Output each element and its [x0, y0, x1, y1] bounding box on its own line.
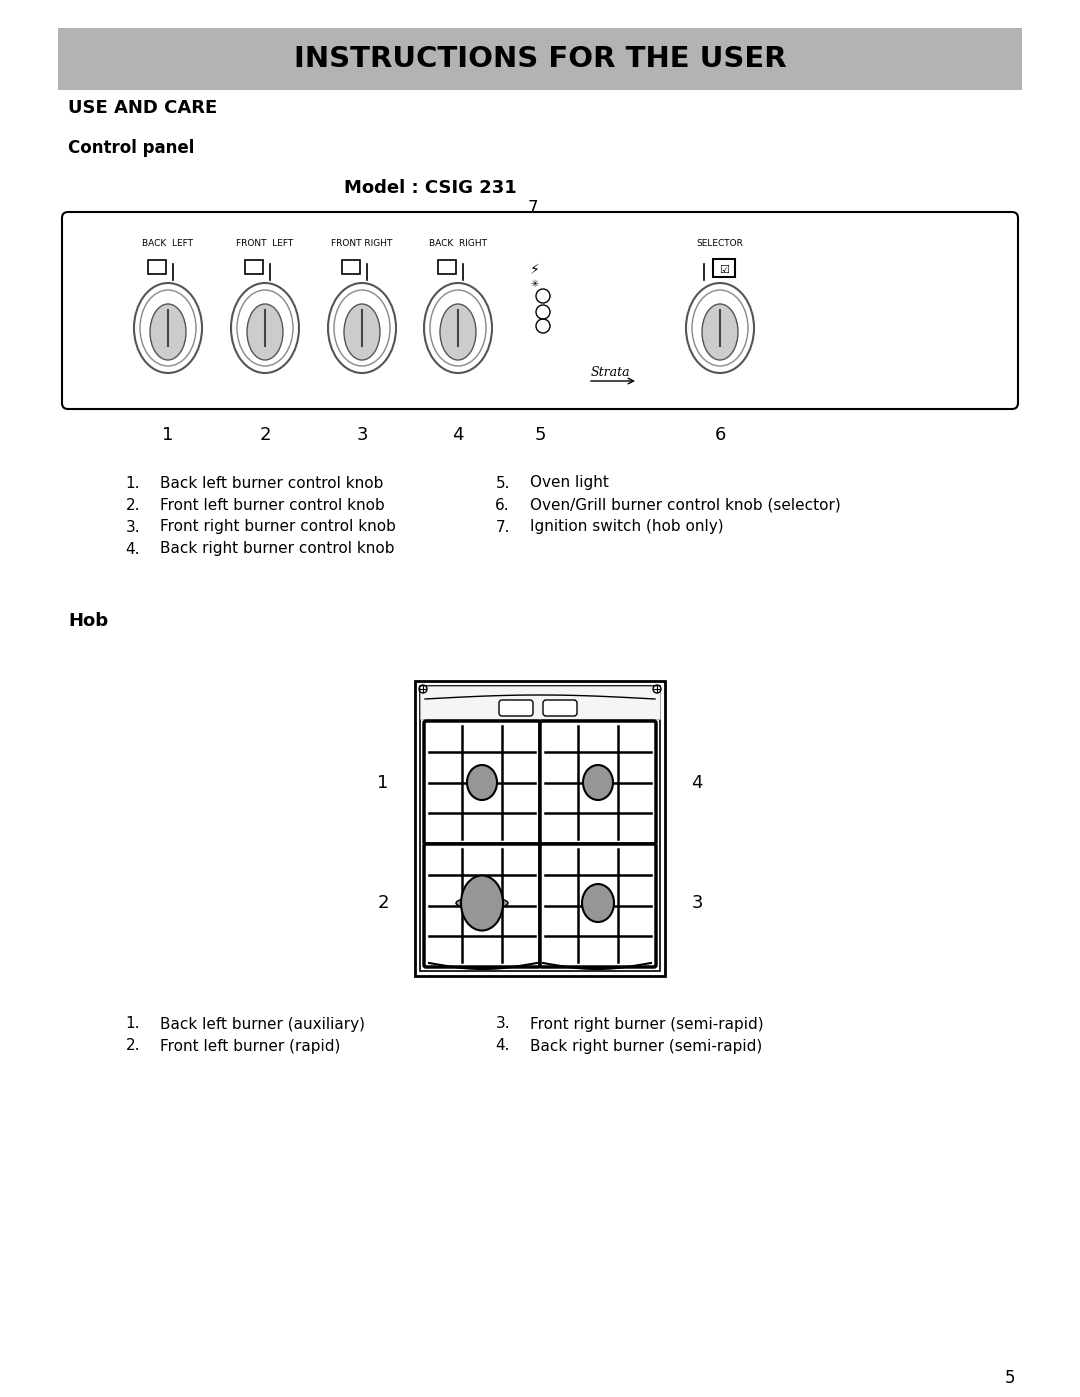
Text: Control panel: Control panel [68, 138, 194, 156]
Text: Ignition switch (hob only): Ignition switch (hob only) [530, 520, 724, 535]
Ellipse shape [345, 305, 380, 360]
Text: 6: 6 [714, 426, 726, 444]
Ellipse shape [237, 291, 293, 366]
FancyBboxPatch shape [543, 700, 577, 717]
FancyBboxPatch shape [713, 258, 735, 277]
Ellipse shape [582, 884, 615, 922]
Text: 1: 1 [162, 426, 174, 444]
Text: ✳: ✳ [531, 279, 539, 289]
Ellipse shape [440, 305, 476, 360]
Text: Front left burner (rapid): Front left burner (rapid) [160, 1038, 340, 1053]
Text: 4: 4 [453, 426, 463, 444]
Ellipse shape [686, 284, 754, 373]
Text: BACK  RIGHT: BACK RIGHT [429, 239, 487, 249]
FancyBboxPatch shape [438, 260, 456, 274]
Text: 4.: 4. [125, 542, 140, 556]
Text: ☑: ☑ [719, 265, 729, 275]
Text: 1.: 1. [125, 1017, 140, 1031]
Text: Front right burner control knob: Front right burner control knob [160, 520, 396, 535]
Ellipse shape [424, 284, 492, 373]
Text: 2.: 2. [125, 1038, 140, 1053]
Text: 2.: 2. [125, 497, 140, 513]
Text: 4.: 4. [496, 1038, 510, 1053]
Text: 3.: 3. [496, 1017, 510, 1031]
Ellipse shape [461, 876, 503, 930]
Ellipse shape [467, 766, 497, 800]
Text: 5: 5 [535, 426, 545, 444]
Text: SELECTOR: SELECTOR [697, 239, 743, 249]
FancyBboxPatch shape [424, 721, 540, 844]
FancyBboxPatch shape [245, 260, 264, 274]
Ellipse shape [334, 291, 390, 366]
Text: 1.: 1. [125, 475, 140, 490]
Text: 5.: 5. [496, 475, 510, 490]
Text: USE AND CARE: USE AND CARE [68, 99, 217, 117]
Ellipse shape [150, 305, 186, 360]
Text: BACK  LEFT: BACK LEFT [143, 239, 193, 249]
Text: Strata: Strata [590, 366, 630, 380]
Text: Back right burner (semi-rapid): Back right burner (semi-rapid) [530, 1038, 762, 1053]
FancyBboxPatch shape [342, 260, 360, 274]
Ellipse shape [134, 284, 202, 373]
Ellipse shape [702, 305, 738, 360]
Text: INSTRUCTIONS FOR THE USER: INSTRUCTIONS FOR THE USER [294, 45, 786, 73]
Text: 7: 7 [528, 198, 538, 217]
Ellipse shape [328, 284, 396, 373]
Ellipse shape [456, 897, 508, 909]
Text: 5: 5 [1004, 1369, 1015, 1387]
Text: 3: 3 [356, 426, 368, 444]
Text: 1: 1 [377, 774, 389, 792]
Bar [420, 686, 660, 971]
Bar [58, 28, 1022, 89]
Text: Oven/Grill burner control knob (selector): Oven/Grill burner control knob (selector… [530, 497, 840, 513]
FancyBboxPatch shape [62, 212, 1018, 409]
Text: FRONT RIGHT: FRONT RIGHT [332, 239, 393, 249]
Text: 2: 2 [377, 894, 389, 912]
Text: 7.: 7. [496, 520, 510, 535]
Text: Back left burner control knob: Back left burner control knob [160, 475, 383, 490]
Bar [415, 680, 665, 977]
Ellipse shape [231, 284, 299, 373]
Text: 3: 3 [691, 894, 703, 912]
Text: Front left burner control knob: Front left burner control knob [160, 497, 384, 513]
Text: Oven light: Oven light [530, 475, 609, 490]
FancyBboxPatch shape [148, 260, 166, 274]
Text: ⚡: ⚡ [530, 263, 540, 277]
FancyBboxPatch shape [540, 844, 656, 967]
Bar [420, 686, 660, 719]
Text: Back right burner control knob: Back right burner control knob [160, 542, 394, 556]
Ellipse shape [140, 291, 195, 366]
Text: 3.: 3. [125, 520, 140, 535]
Text: Hob: Hob [68, 612, 108, 630]
FancyBboxPatch shape [540, 721, 656, 844]
FancyBboxPatch shape [424, 844, 540, 967]
Ellipse shape [247, 305, 283, 360]
Text: Model : CSIG 231: Model : CSIG 231 [343, 179, 516, 197]
Text: Front right burner (semi-rapid): Front right burner (semi-rapid) [530, 1017, 764, 1031]
Ellipse shape [583, 766, 613, 800]
Ellipse shape [692, 291, 748, 366]
Text: 2: 2 [259, 426, 271, 444]
Text: FRONT  LEFT: FRONT LEFT [237, 239, 294, 249]
Text: Back left burner (auxiliary): Back left burner (auxiliary) [160, 1017, 365, 1031]
FancyBboxPatch shape [499, 700, 534, 717]
Text: 4: 4 [691, 774, 703, 792]
Text: 6.: 6. [496, 497, 510, 513]
Ellipse shape [430, 291, 486, 366]
